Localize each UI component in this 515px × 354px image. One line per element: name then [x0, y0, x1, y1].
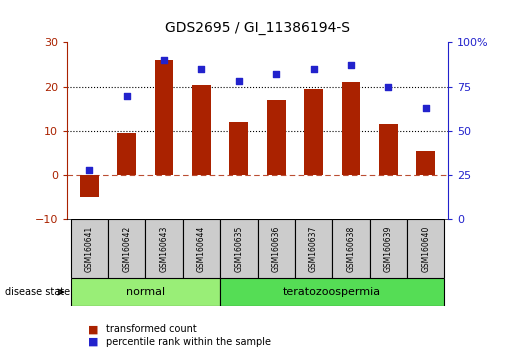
- Point: [347, 63, 355, 68]
- FancyBboxPatch shape: [295, 219, 332, 278]
- Point: [123, 93, 131, 98]
- Text: teratozoospermia: teratozoospermia: [283, 287, 381, 297]
- Bar: [230, 122, 248, 175]
- Point: [272, 72, 280, 77]
- Text: GSM160635: GSM160635: [234, 225, 243, 272]
- FancyBboxPatch shape: [108, 219, 145, 278]
- Text: GDS2695 / GI_11386194-S: GDS2695 / GI_11386194-S: [165, 21, 350, 35]
- FancyBboxPatch shape: [183, 219, 220, 278]
- Bar: [80, 175, 99, 198]
- Point: [85, 167, 94, 173]
- Bar: [341, 82, 360, 175]
- FancyBboxPatch shape: [258, 219, 295, 278]
- Point: [197, 66, 205, 72]
- Bar: [192, 85, 211, 175]
- Point: [235, 79, 243, 84]
- Text: GSM160644: GSM160644: [197, 225, 206, 272]
- Bar: [117, 133, 136, 175]
- Bar: [379, 124, 398, 175]
- Text: transformed count: transformed count: [106, 324, 196, 334]
- Text: ■: ■: [88, 337, 98, 347]
- Point: [310, 66, 318, 72]
- Bar: [304, 89, 323, 175]
- Text: GSM160638: GSM160638: [347, 225, 355, 272]
- Text: GSM160643: GSM160643: [160, 225, 168, 272]
- FancyBboxPatch shape: [407, 219, 444, 278]
- Text: normal: normal: [126, 287, 165, 297]
- Text: percentile rank within the sample: percentile rank within the sample: [106, 337, 270, 347]
- FancyBboxPatch shape: [145, 219, 183, 278]
- FancyBboxPatch shape: [220, 278, 444, 306]
- Text: GSM160637: GSM160637: [309, 225, 318, 272]
- Text: ■: ■: [88, 324, 98, 334]
- Text: GSM160639: GSM160639: [384, 225, 393, 272]
- Bar: [416, 151, 435, 175]
- Text: GSM160642: GSM160642: [122, 225, 131, 272]
- Text: GSM160640: GSM160640: [421, 225, 430, 272]
- FancyBboxPatch shape: [71, 278, 220, 306]
- Point: [421, 105, 430, 111]
- Text: GSM160636: GSM160636: [272, 225, 281, 272]
- FancyBboxPatch shape: [71, 219, 108, 278]
- Text: GSM160641: GSM160641: [85, 225, 94, 272]
- Point: [384, 84, 392, 90]
- Bar: [267, 100, 285, 175]
- FancyBboxPatch shape: [332, 219, 370, 278]
- FancyBboxPatch shape: [220, 219, 258, 278]
- FancyBboxPatch shape: [370, 219, 407, 278]
- Bar: [154, 60, 174, 175]
- Point: [160, 57, 168, 63]
- Text: disease state: disease state: [5, 287, 70, 297]
